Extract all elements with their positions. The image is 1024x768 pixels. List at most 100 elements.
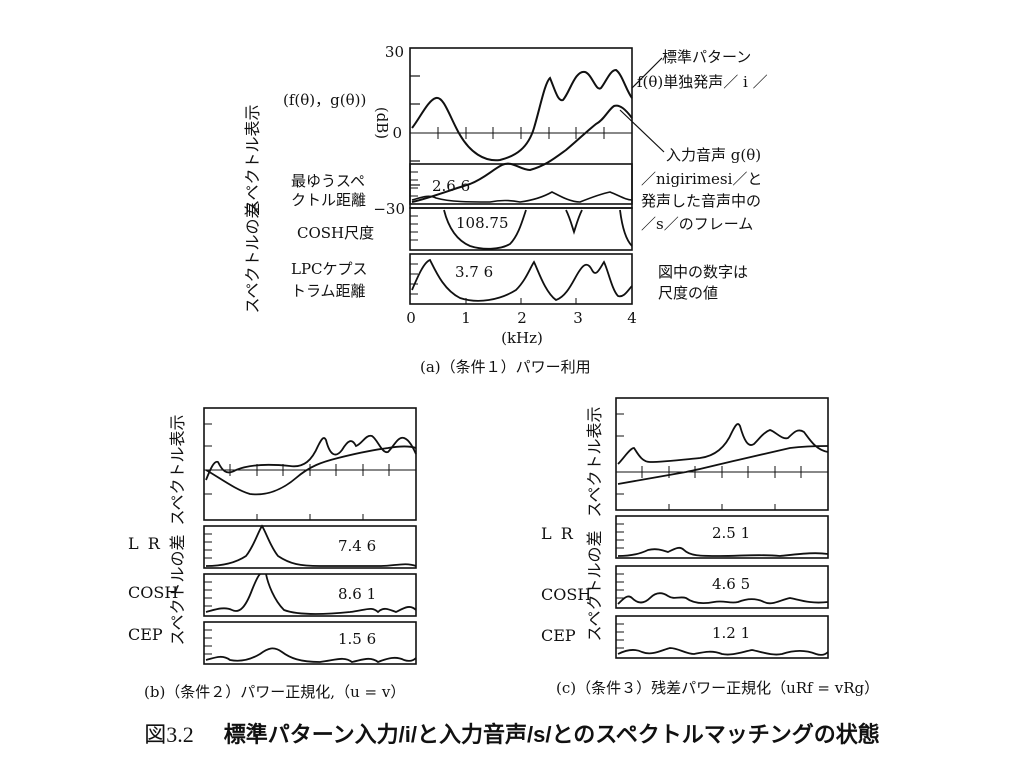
panel-c-row-cep-curve (617, 647, 829, 656)
panel-c-input-curve (617, 445, 829, 485)
panel-a-reference-curve (411, 68, 633, 162)
panel-c-row-lr-curve (617, 546, 829, 557)
panel-a-annot-ref-2: f(θ)単独発声／ i ／ (637, 73, 768, 91)
panel-a-y-ticks (410, 75, 420, 186)
panel-a-row3-label-1: LPCケプス (291, 260, 368, 278)
panel-a-annot-in-1: 入力音声 g(θ) (666, 146, 761, 164)
panel-a-ylabel-diff: スペクトルの差 (243, 203, 262, 314)
panel-a-row2-label: COSH尺度 (297, 224, 374, 242)
panel-a-series-label: (f(θ)，g(θ)) (283, 91, 366, 109)
panel-a-row1-ticks (410, 171, 418, 197)
panel-c-row-cep-value: 1.2 1 (712, 624, 750, 642)
panel-c-caption: (c)（条件３）残差パワー正規化（uRf = vRg） (556, 679, 879, 697)
panel-a-row2-value: 108.75 (456, 214, 509, 232)
panel-c-spectrum-box (615, 397, 829, 511)
panel-b-row-cosh-value: 8.6 1 (338, 585, 376, 603)
panel-a-row2-dip (565, 209, 583, 235)
panel-c-row-cosh-box (615, 565, 829, 609)
panel-b-row-cosh-curve (205, 573, 417, 615)
figure-caption: 図3.2 標準パターン入力/i/と入力音声/s/とのスペクトルマッチングの状態 (0, 715, 1024, 755)
panel-a-row2-box (409, 207, 633, 251)
panel-a-zero-ticks (437, 127, 605, 139)
panel-a-in-leader (619, 109, 665, 153)
panel-a-annot-ref-1: 標準パターン (662, 48, 751, 66)
panel-a-tick-30: 30 (385, 43, 404, 61)
panel-b-caption: (b)（条件２）パワー正規化,（u = v） (144, 683, 405, 701)
panel-a-tick-m30: −30 (373, 200, 405, 218)
panel-a-row1-label-2: クトル距離 (291, 191, 366, 209)
panel-a-row1-curve (411, 191, 633, 203)
panel-c-row-lr-box (615, 515, 829, 559)
panel-a: スペクトル表示 スペクトルの差 (f(θ)，g(θ)) (dB) 30 0 −3… (243, 43, 768, 376)
figure-title: 標準パターン入力/i/と入力音声/s/とのスペクトルマッチングの状態 (223, 722, 880, 747)
panel-c-zero-ticks (641, 466, 802, 478)
panel-a-row3-box (409, 253, 633, 305)
panel-a-tick-0: 0 (392, 124, 402, 142)
panel-b-row-cosh-box (203, 573, 417, 617)
panel-a-row1-box (409, 163, 633, 205)
panel-a-row3-curve (411, 258, 633, 302)
panel-b: スペクトル表示 スペクトルの差 L R 7.4 6 COSH (128, 407, 417, 701)
panel-a-x-unit: (kHz) (501, 329, 543, 347)
panel-c-reference-curve (617, 423, 829, 465)
panel-a-ref-leader (631, 57, 663, 89)
panel-b-row-cosh-ticks (204, 581, 212, 607)
panel-b-input-curve (205, 445, 417, 496)
panel-b-reference-curve (205, 434, 417, 481)
panel-b-row-cep-curve (205, 647, 417, 664)
panel-c-y-ticks (616, 413, 624, 495)
panel-a-row3-ticks (410, 263, 418, 295)
panel-b-y-ticks (204, 423, 212, 495)
panel-b-row-cep-value: 1.5 6 (338, 630, 376, 648)
panel-c-row-lr-label: L R (541, 524, 575, 543)
panel-c-row-cosh-curve (617, 592, 829, 605)
panel-a-caption: (a)（条件１）パワー利用 (420, 358, 591, 376)
panel-b-row-lr-label: L R (128, 534, 162, 553)
panel-c-row-cep-box (615, 615, 829, 659)
panel-a-annot-in-2: ／nigirimesi／と (641, 170, 762, 188)
panel-a-row2-ticks (410, 215, 418, 241)
panel-a-row2-curve (443, 209, 527, 250)
panel-b-row-lr-curve (205, 524, 417, 567)
panel-a-ylabel-spectrum: スペクトル表示 (243, 105, 262, 216)
panel-a-note-1: 図中の数字は (658, 263, 748, 281)
panel-a-row2-edge (619, 209, 633, 247)
panel-b-row-lr-value: 7.4 6 (338, 537, 376, 555)
panel-b-ylabel-diff: スペクトルの差 (168, 535, 187, 646)
panel-b-row-cep-ticks (204, 629, 212, 655)
panel-a-row3-label-2: トラム距離 (291, 282, 366, 300)
panel-b-row-cep-label: CEP (128, 625, 163, 644)
panel-b-bottom-ticks (256, 514, 364, 520)
panel-c-ylabel-diff: スペクトルの差 (585, 531, 604, 642)
panel-b-row-lr-ticks (204, 533, 212, 559)
panel-b-ylabel-spectrum: スペクトル表示 (168, 415, 187, 526)
panel-a-input-curve (411, 104, 633, 203)
panel-c-row-cep-label: CEP (541, 626, 576, 645)
panel-a-row3-value: 3.7 6 (455, 263, 493, 281)
panel-a-note-2: 尺度の値 (658, 284, 718, 302)
panel-b-row-lr-box (203, 525, 417, 569)
panel-b-row-cosh-label: COSH (128, 583, 178, 602)
panel-a-x-tick-4: 4 (627, 309, 637, 327)
panel-a-x-ticks (409, 298, 633, 304)
panel-b-row-cep-box (203, 621, 417, 665)
panel-c-row-cep-ticks (616, 623, 624, 649)
panel-a-unit-db: (dB) (373, 107, 391, 139)
panel-c-bottom-ticks (668, 504, 776, 510)
panel-a-row1-label-1: 最ゆうスペ (291, 172, 365, 190)
panel-a-row1-value: 2.6 6 (432, 177, 470, 195)
panel-c-row-lr-ticks (616, 523, 624, 549)
panel-c-row-cosh-ticks (616, 573, 624, 599)
panel-c-row-cosh-value: 4.6 5 (712, 575, 750, 593)
panel-a-x-tick-0: 0 (406, 309, 416, 327)
panel-a-x-tick-1: 1 (461, 309, 471, 327)
figure-3-2: スペクトル表示 スペクトルの差 (f(θ)，g(θ)) (dB) 30 0 −3… (128, 43, 879, 701)
panel-c-ylabel-spectrum: スペクトル表示 (585, 407, 604, 518)
panel-a-x-tick-3: 3 (573, 309, 583, 327)
panel-c-row-lr-value: 2.5 1 (712, 524, 750, 542)
panel-a-x-tick-2: 2 (517, 309, 527, 327)
figure-number: 図3.2 (144, 722, 194, 747)
panel-c: スペクトル表示 スペクトルの差 L R 2.5 1 COSH (541, 397, 879, 697)
panel-c-row-cosh-label: COSH (541, 585, 591, 604)
panel-a-annot-in-3: 発声した音声中の (641, 192, 761, 210)
